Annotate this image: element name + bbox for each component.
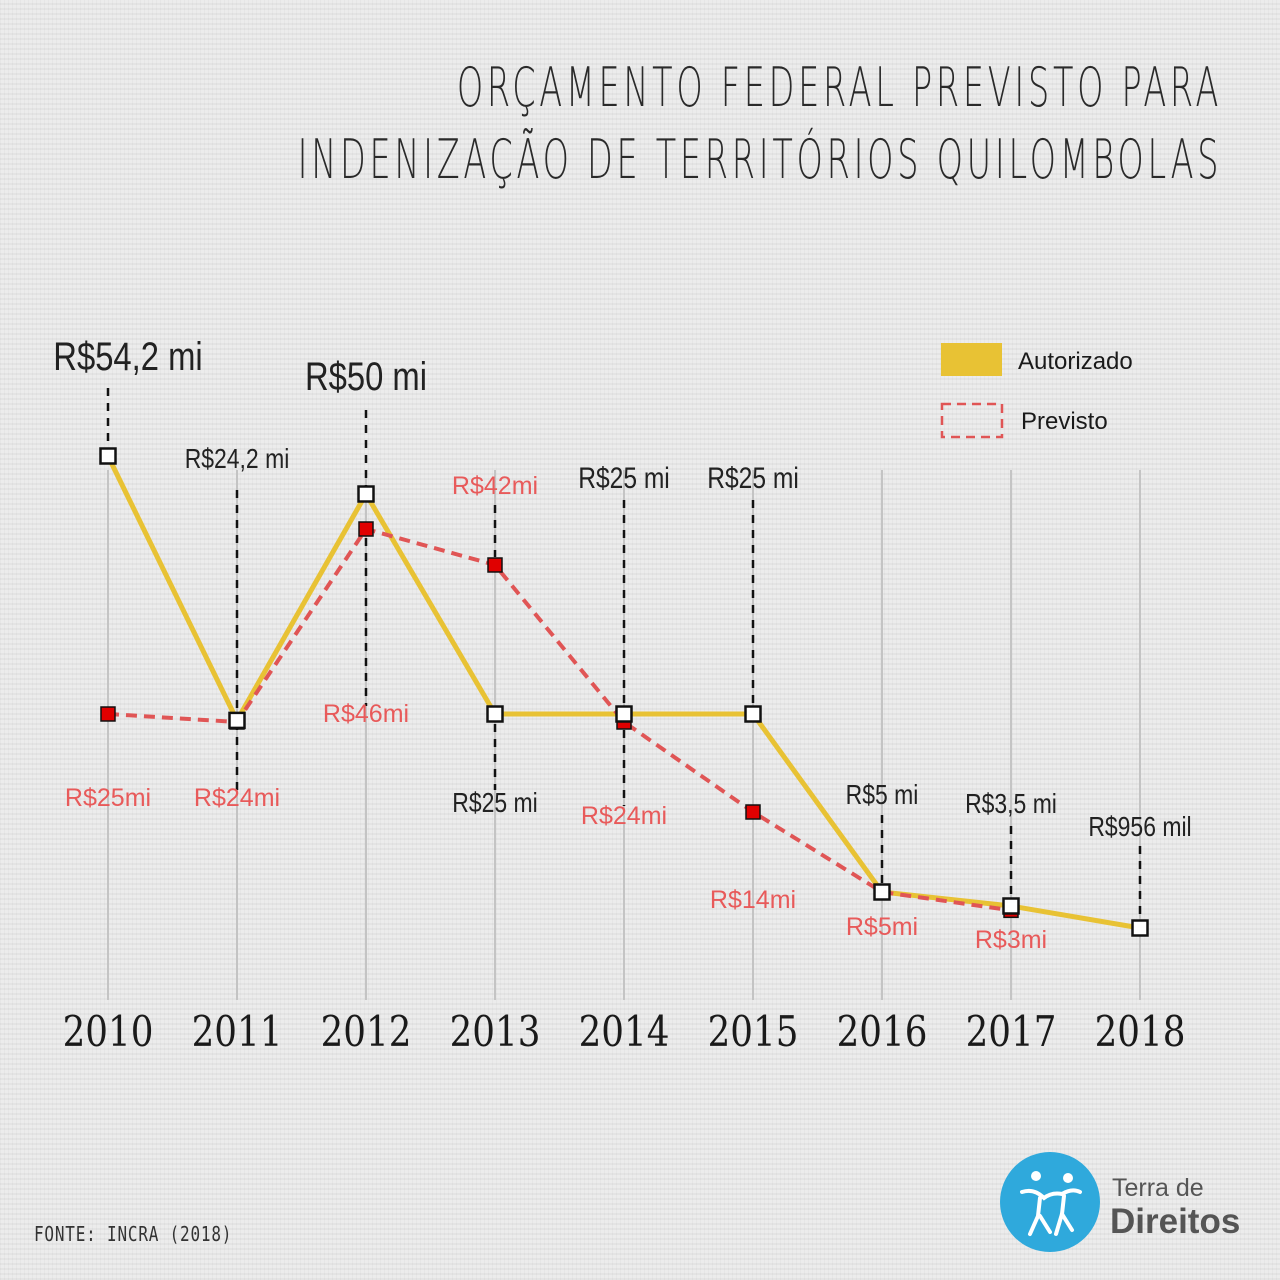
logo-text-line1: Terra de	[1112, 1174, 1204, 1202]
logo-mark-icon	[1000, 1152, 1100, 1252]
x-tick-label: 2011	[192, 1008, 283, 1056]
data-label-previsto: R$3mi	[975, 926, 1047, 954]
chart-title: ORÇAMENTO FEDERAL PREVISTO PARA INDENIZA…	[297, 52, 1222, 196]
data-label-autorizado: R$25 mi	[707, 461, 799, 495]
x-tick-label: 2016	[837, 1008, 928, 1056]
title-line-1: ORÇAMENTO FEDERAL PREVISTO PARA	[456, 56, 1222, 119]
logo-text-line2: Direitos	[1110, 1202, 1241, 1241]
x-tick-label: 2014	[579, 1008, 670, 1056]
point-marker-previsto	[487, 557, 503, 573]
x-tick-label: 2015	[708, 1008, 799, 1056]
legend-swatch-previsto	[940, 402, 1004, 439]
point-marker-autorizado	[1002, 897, 1020, 915]
point-marker-autorizado	[99, 447, 117, 465]
point-marker-autorizado	[615, 705, 633, 723]
legend-label-autorizado: Autorizado	[1018, 348, 1133, 375]
point-marker-autorizado	[486, 705, 504, 723]
data-label-previsto: R$24mi	[581, 802, 667, 830]
series-line-previsto	[107, 527, 1012, 913]
data-label-autorizado: R$25 mi	[452, 788, 537, 819]
title-line-2: INDENIZAÇÃO DE TERRITÓRIOS QUILOMBOLAS	[297, 128, 1222, 191]
x-tick-label: 2018	[1095, 1008, 1186, 1056]
legend-label-previsto: Previsto	[1021, 408, 1108, 435]
point-marker-autorizado	[357, 485, 375, 503]
data-label-previsto: R$24mi	[194, 784, 280, 812]
data-label-previsto: R$5mi	[846, 913, 918, 941]
point-marker-previsto	[358, 521, 374, 537]
point-marker-previsto	[100, 706, 116, 722]
data-label-autorizado: R$24,2 mi	[185, 444, 290, 475]
data-label-previsto: R$42mi	[452, 472, 538, 500]
x-tick-label: 2012	[321, 1008, 412, 1056]
source-note: FONTE: INCRA (2018)	[34, 1222, 233, 1246]
terra-de-direitos-logo: Terra de Direitos	[1000, 1152, 1240, 1252]
point-marker-previsto	[745, 804, 761, 820]
x-tick-label: 2013	[450, 1008, 541, 1056]
data-label-autorizado: R$54,2 mi	[53, 334, 202, 379]
data-label-autorizado: R$5 mi	[846, 780, 919, 811]
x-tick-label: 2017	[966, 1008, 1057, 1056]
data-label-previsto: R$14mi	[710, 886, 796, 914]
legend-swatch-autorizado	[941, 343, 1002, 376]
data-label-autorizado: R$50 mi	[305, 354, 427, 399]
data-label-autorizado: R$956 mil	[1088, 812, 1191, 843]
point-marker-autorizado	[1131, 919, 1149, 937]
data-label-autorizado: R$3,5 mi	[965, 789, 1057, 820]
point-marker-autorizado	[228, 711, 246, 730]
x-tick-label: 2010	[63, 1008, 154, 1056]
data-label-autorizado: R$25 mi	[578, 461, 670, 495]
point-marker-autorizado	[873, 883, 891, 901]
point-marker-autorizado	[744, 705, 762, 723]
data-label-previsto: R$46mi	[323, 700, 409, 728]
data-label-previsto: R$25mi	[65, 784, 151, 812]
